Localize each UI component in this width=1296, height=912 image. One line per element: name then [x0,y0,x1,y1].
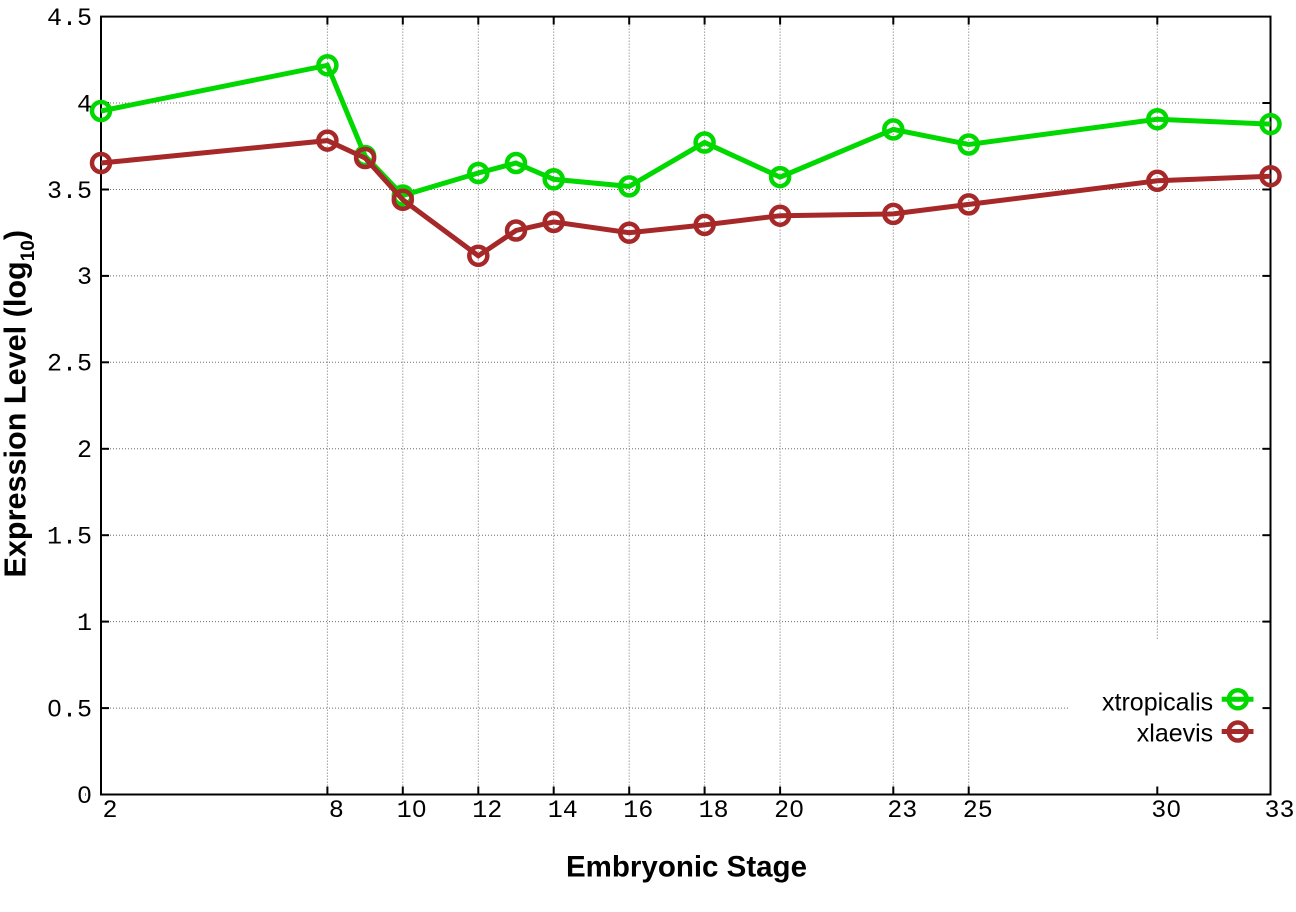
svg-text:23: 23 [887,796,917,825]
svg-text:18: 18 [699,796,729,825]
svg-text:4.5: 4.5 [47,4,92,33]
svg-text:12: 12 [472,796,502,825]
svg-text:33: 33 [1264,796,1294,825]
svg-text:xlaevis: xlaevis [1137,720,1213,748]
svg-text:20: 20 [774,796,804,825]
svg-text:3.5: 3.5 [47,177,92,206]
svg-text:2: 2 [77,436,92,465]
svg-text:1.5: 1.5 [47,523,92,552]
svg-text:8: 8 [329,796,344,825]
svg-text:4: 4 [77,90,92,119]
svg-text:2.5: 2.5 [47,350,92,379]
svg-text:1: 1 [77,609,92,638]
svg-text:xtropicalis: xtropicalis [1102,688,1213,716]
svg-text:16: 16 [623,796,653,825]
svg-text:Embryonic Stage: Embryonic Stage [566,851,807,884]
svg-text:30: 30 [1151,796,1181,825]
svg-text:25: 25 [963,796,993,825]
svg-text:3: 3 [77,263,92,292]
svg-text:2: 2 [102,796,117,825]
svg-text:10: 10 [397,796,427,825]
svg-text:14: 14 [548,796,578,825]
